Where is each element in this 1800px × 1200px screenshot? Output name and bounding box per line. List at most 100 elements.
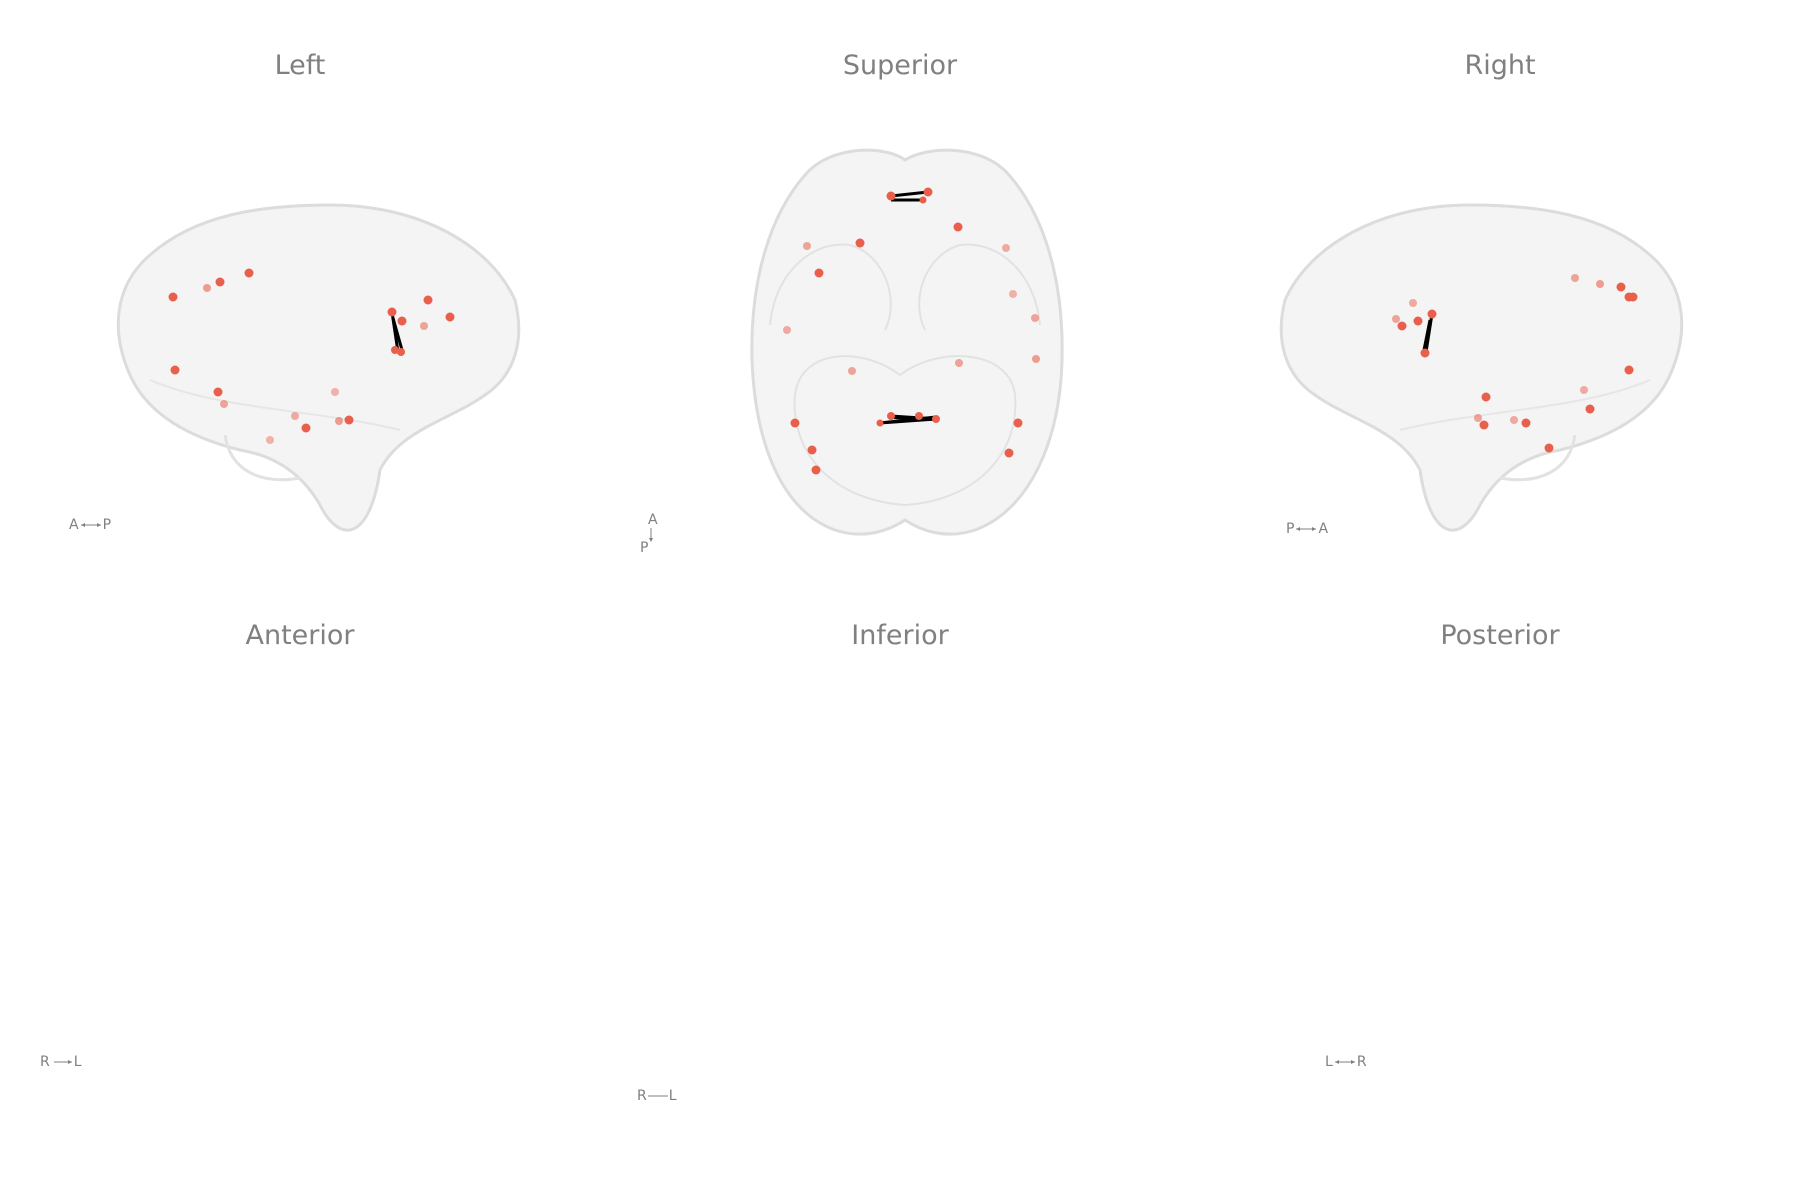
node — [855, 238, 865, 248]
node — [1479, 420, 1489, 430]
node — [1544, 443, 1554, 453]
view-title-left: Left — [274, 50, 326, 81]
view-anterior: Anterior — [0, 570, 600, 1145]
orientation-to: P — [640, 540, 649, 556]
node — [344, 415, 354, 425]
node — [955, 359, 963, 367]
node — [1474, 414, 1482, 422]
node — [1616, 282, 1626, 292]
node — [1397, 321, 1407, 331]
node — [331, 388, 339, 396]
node — [445, 312, 455, 322]
node — [335, 417, 343, 425]
brain-outline — [1279, 203, 1684, 532]
node — [203, 284, 211, 292]
orientation-from: R — [40, 1054, 50, 1070]
node — [807, 445, 817, 455]
node — [1521, 418, 1531, 428]
node — [168, 292, 178, 302]
node — [387, 307, 397, 317]
node — [301, 423, 311, 433]
node — [876, 419, 884, 427]
brain-superior-view — [750, 148, 1064, 536]
view-title-inferior: Inferior — [851, 620, 949, 651]
node — [923, 187, 933, 197]
node — [266, 436, 274, 444]
orientation-from: L — [1325, 1054, 1333, 1070]
orientation-from: R — [637, 1088, 647, 1104]
node — [170, 365, 180, 375]
node — [1628, 292, 1638, 302]
view-inferior: Inferior — [600, 570, 1200, 1145]
node — [423, 295, 433, 305]
node — [1031, 314, 1039, 322]
node — [1580, 386, 1588, 394]
orientation-to: A — [1318, 521, 1329, 537]
connectome-nodes — [1392, 274, 1638, 453]
brain-left-view — [116, 203, 521, 532]
edge — [1422, 319, 1432, 351]
connectome-nodes — [783, 187, 1040, 475]
vertical-arrow-icon — [649, 528, 653, 542]
orientation-to: P — [102, 517, 112, 533]
node — [1004, 448, 1014, 458]
node — [1032, 355, 1040, 363]
node — [790, 418, 800, 428]
arrow-right-icon — [53, 1060, 72, 1064]
node — [1420, 348, 1430, 358]
node — [1624, 365, 1634, 375]
node — [919, 196, 927, 204]
orientation-from: A — [69, 517, 79, 533]
node — [1571, 274, 1579, 282]
orientation-to: R — [1356, 1054, 1367, 1070]
brain-inferior-view — [600, 0, 1200, 575]
node — [783, 326, 791, 334]
node — [1510, 416, 1518, 424]
node — [814, 268, 824, 278]
double-arrow-icon — [1296, 527, 1317, 531]
edge — [890, 190, 929, 198]
edge — [891, 417, 937, 421]
view-title-right: Right — [1464, 50, 1536, 81]
connectome-nodes — [168, 268, 455, 444]
node — [915, 412, 923, 420]
orientation-indicator: A P — [640, 512, 660, 556]
orientation-from: A — [648, 512, 658, 528]
view-posterior: Posterior — [1200, 570, 1800, 1145]
node — [953, 222, 963, 232]
view-right: Right P A — [1200, 0, 1800, 575]
orientation-from: P — [1286, 521, 1295, 537]
orientation-to: L — [668, 1088, 677, 1104]
node — [291, 412, 299, 420]
node — [220, 400, 228, 408]
node — [215, 277, 225, 287]
node — [848, 367, 856, 375]
double-arrow-icon — [80, 523, 101, 527]
orientation-to: L — [73, 1054, 82, 1070]
node — [1409, 299, 1417, 307]
node — [244, 268, 254, 278]
edge — [890, 414, 937, 421]
node — [1585, 404, 1595, 414]
brain-anterior-view — [0, 0, 600, 575]
node — [1002, 244, 1010, 252]
brain-right-view — [1279, 203, 1684, 532]
node — [420, 322, 428, 330]
edge — [391, 317, 404, 351]
node — [1392, 315, 1400, 323]
node — [1596, 280, 1604, 288]
view-title-anterior: Anterior — [245, 620, 355, 651]
node — [886, 191, 896, 201]
node — [803, 242, 811, 250]
brain-posterior-view — [1200, 0, 1800, 575]
line-icon — [647, 1095, 668, 1097]
view-title-superior: Superior — [842, 50, 958, 81]
node — [932, 415, 940, 423]
view-title-posterior: Posterior — [1440, 620, 1560, 651]
node — [1427, 309, 1437, 319]
